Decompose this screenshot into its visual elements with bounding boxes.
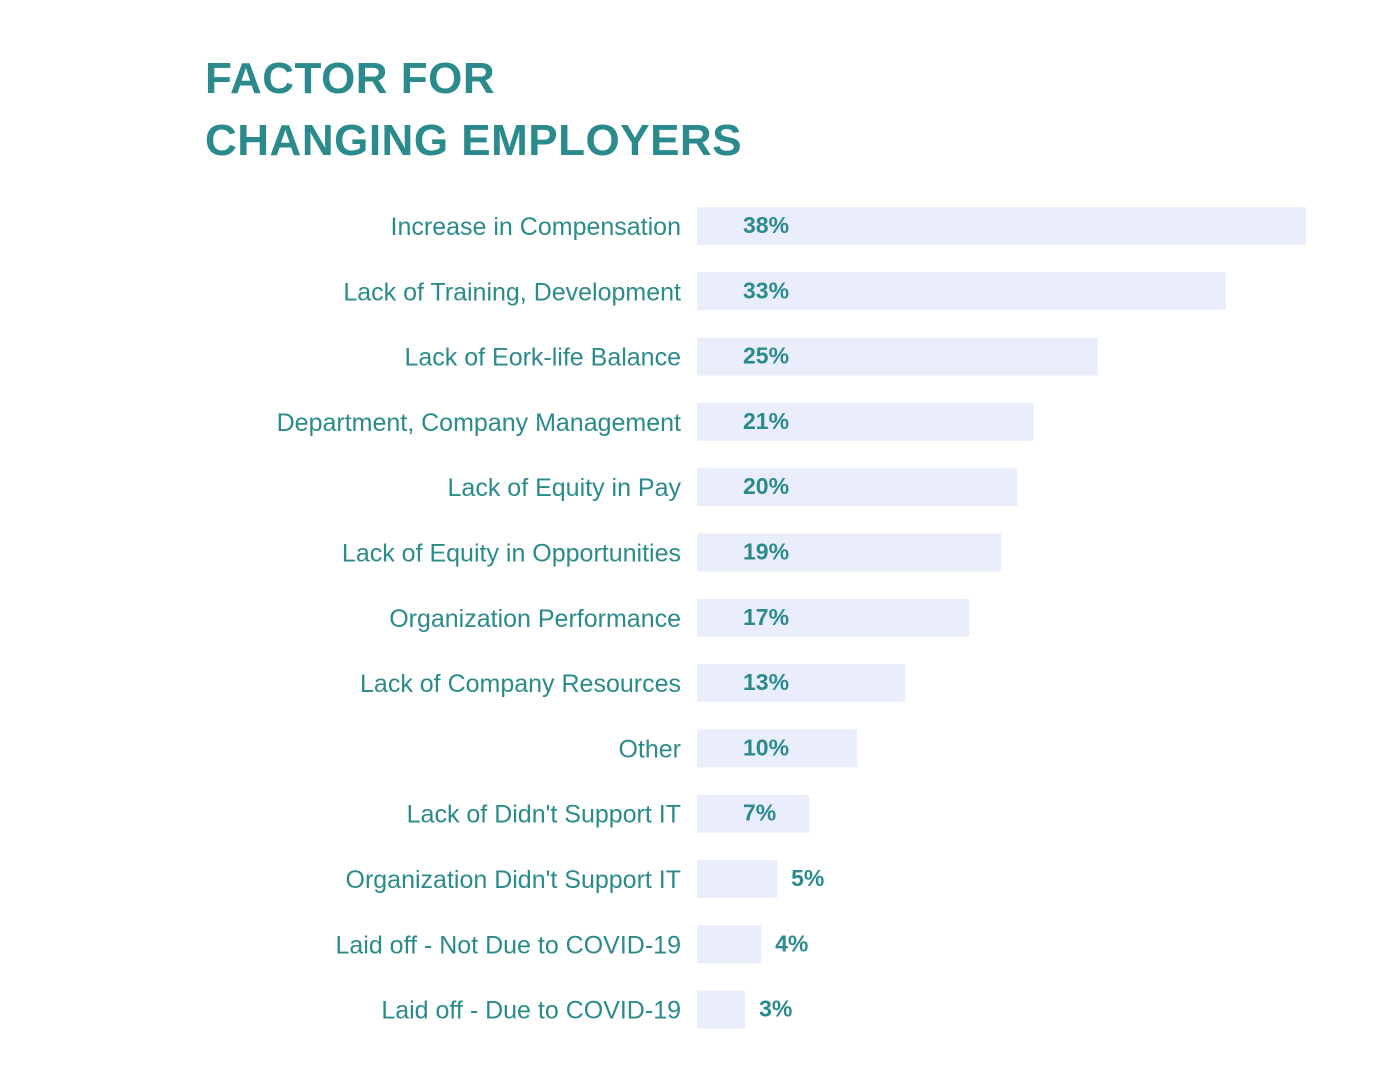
category-label: Increase in Compensation	[391, 213, 681, 241]
category-label: Lack of Company Resources	[360, 670, 681, 698]
bar	[697, 468, 1018, 507]
value-label: 20%	[743, 473, 789, 499]
bar	[697, 337, 1098, 376]
bar	[697, 272, 1226, 311]
value-label: 4%	[775, 930, 808, 956]
category-label: Other	[618, 735, 681, 763]
value-label: 7%	[743, 800, 776, 826]
category-label: Department, Company Management	[277, 409, 681, 437]
value-label: 13%	[743, 669, 789, 695]
category-label: Organization Didn't Support IT	[346, 866, 682, 894]
category-label: Lack of Equity in Opportunities	[342, 540, 681, 568]
category-label: Laid off - Not Due to COVID-19	[335, 931, 681, 959]
bar	[697, 729, 858, 768]
value-label: 21%	[743, 408, 789, 434]
bar	[697, 664, 906, 703]
category-label: Organization Performance	[389, 605, 681, 633]
value-label: 17%	[743, 604, 789, 630]
value-label: 33%	[743, 277, 789, 303]
category-label: Lack of Didn't Support IT	[407, 801, 681, 829]
value-label: 5%	[791, 865, 824, 891]
chart-title-line-1: FACTOR FOR	[205, 54, 496, 103]
bar	[697, 598, 970, 637]
value-label: 3%	[759, 996, 792, 1022]
bar	[697, 925, 762, 964]
value-label: 38%	[743, 212, 789, 238]
value-label: 25%	[743, 343, 789, 369]
chart-title: FACTOR FOR CHANGING EMPLOYERS	[205, 48, 742, 172]
bar	[697, 794, 810, 833]
category-label: Lack of Eork-life Balance	[404, 344, 681, 372]
category-label: Lack of Equity in Pay	[448, 474, 682, 502]
bar	[697, 207, 1306, 245]
bar	[697, 860, 778, 898]
bar	[697, 990, 746, 1029]
value-label: 10%	[743, 734, 789, 760]
value-label: 19%	[743, 539, 789, 565]
category-label: Laid off - Due to COVID-19	[381, 997, 681, 1025]
chart-title-line-2: CHANGING EMPLOYERS	[205, 116, 743, 165]
bar	[697, 533, 1002, 572]
bar	[697, 402, 1034, 441]
category-label: Lack of Training, Development	[343, 278, 681, 306]
